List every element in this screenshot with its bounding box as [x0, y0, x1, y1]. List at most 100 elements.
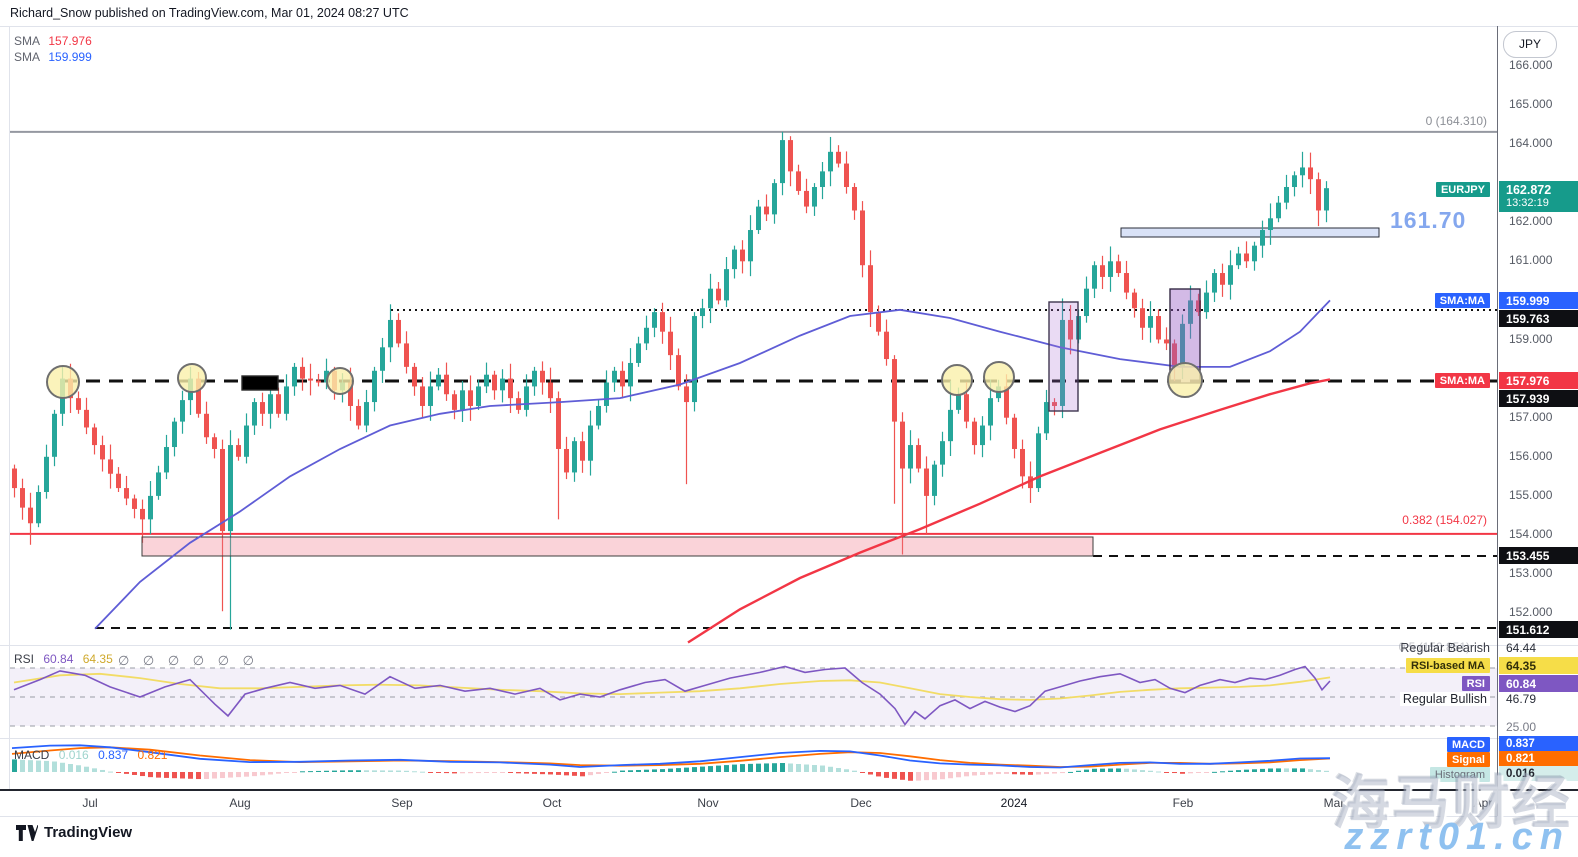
price-tick-154.000: 154.000 [1509, 527, 1553, 541]
price-tick-155.000: 155.000 [1509, 488, 1553, 502]
macd-line [11, 744, 1331, 769]
rsi-line [13, 665, 1331, 726]
price-tick-165.000: 165.000 [1509, 97, 1553, 111]
price-tick-164.000: 164.000 [1509, 136, 1553, 150]
bar-countdown: 13:32:19 [1506, 197, 1549, 210]
price-tick-161.000: 161.000 [1509, 253, 1553, 267]
tradingview-logo-text: TradingView [44, 824, 133, 841]
rsi-pane-divider [0, 645, 1578, 646]
yellow-box[interactable] [241, 375, 279, 391]
rsi-ma-tag: RSI-based MA [1406, 658, 1490, 673]
macd-pane-divider [0, 738, 1578, 739]
histogram-value-label: 0.016 [1499, 766, 1578, 781]
time-tick-Feb: Feb [1172, 796, 1194, 810]
rsi-tag: RSI [1461, 676, 1490, 691]
highlight-circle-5[interactable] [983, 361, 1015, 393]
rsi-ma-value-label: 64.35 [1499, 657, 1578, 674]
macd-signal-line [11, 746, 1331, 768]
sma-fast-legend-value: 159.999 [48, 50, 92, 64]
rsi-ma-legend-value: 64.35 [82, 652, 113, 666]
regular-bearish-value: 64.44 [1506, 641, 1537, 655]
lower-line-price-label: 151.612 [1499, 621, 1578, 638]
rsi-low-band-value: 25.00 [1506, 720, 1537, 734]
symbol-tag[interactable]: EURJPY [1435, 182, 1490, 197]
header-divider [0, 26, 1578, 27]
sma-slow-legend-label: SMA [14, 34, 41, 48]
sma-fast-tag: SMA:MA [1434, 293, 1490, 308]
dotted-line-price-label: 159.763 [1499, 310, 1578, 327]
time-tick-Nov: Nov [697, 796, 719, 810]
time-tick-Dec: Dec [850, 796, 872, 810]
sma-fast-legend: SMA 159.999 [14, 50, 92, 64]
attribution-text: Richard_Snow published on TradingView.co… [10, 6, 409, 20]
time-tick-Oct: Oct [542, 796, 562, 810]
price-tick-166.000: 166.000 [1509, 58, 1553, 72]
left-pane-border [9, 26, 10, 789]
candlestick-series[interactable] [12, 131, 1329, 630]
zone-price-label: 153.455 [1499, 547, 1578, 564]
macd-histogram [12, 759, 1329, 781]
time-tick-Sep: Sep [391, 796, 413, 810]
highlight-circle-6[interactable] [1167, 362, 1203, 398]
signal-value-label: 0.821 [1499, 751, 1578, 766]
macd-legend-label: MACD [14, 748, 50, 762]
sma-slow-price-label: 157.976 [1499, 372, 1578, 389]
support-zone[interactable] [141, 536, 1094, 557]
rsi-legend-label: RSI [14, 652, 35, 666]
regular-bearish-label: Regular Bearish [1400, 641, 1490, 655]
sma-slow-line [687, 378, 1331, 644]
resistance-band[interactable] [1120, 227, 1380, 238]
price-tick-162.000: 162.000 [1509, 214, 1553, 228]
price-tick-157.000: 157.000 [1509, 410, 1553, 424]
sma-slow-tag: SMA:MA [1434, 373, 1490, 388]
tradingview-logo[interactable]: TradingView [16, 824, 132, 841]
time-tick-Apr: Apr [1473, 796, 1493, 810]
sma-slow-legend: SMA 157.976 [14, 34, 92, 48]
highlight-circle-3[interactable] [326, 367, 354, 395]
fib-level-50-label: 0.5 (150.851) [1398, 640, 1470, 654]
price-tick-152.000: 152.000 [1509, 605, 1553, 619]
macd-value-label: 0.837 [1499, 736, 1578, 751]
highlight-box-1[interactable] [1048, 301, 1079, 412]
sma-fast-legend-label: SMA [14, 50, 41, 64]
signal-tag: Signal [1446, 752, 1490, 767]
fib-level-0-label: 0 (164.310) [1425, 114, 1487, 128]
macd-hist-legend-value: 0.016 [58, 748, 89, 762]
fib-level-382-label: 0.382 (154.027) [1402, 513, 1487, 527]
time-tick-2024: 2024 [1000, 796, 1028, 810]
price-scale-divider [1497, 26, 1498, 816]
sma-fast-line [94, 299, 1331, 630]
time-tick-Mar: Mar [1323, 796, 1345, 810]
highlight-circle-4[interactable] [941, 364, 973, 396]
regular-bullish-value: 46.79 [1506, 692, 1537, 706]
sma-slow-legend-value: 157.976 [48, 34, 92, 48]
histogram-tag: Histogram [1429, 767, 1490, 782]
macd-tag: MACD [1447, 737, 1490, 752]
price-tick-153.000: 153.000 [1509, 566, 1553, 580]
time-axis-border [0, 789, 1578, 791]
sma-fast-price-label: 159.999 [1499, 292, 1578, 309]
macd-signal-legend-value: 0.821 [137, 748, 168, 762]
price-level-annotation: 161.70 [1390, 207, 1467, 233]
last-price-value: 162.872 [1506, 183, 1552, 197]
time-tick-Jul: Jul [82, 796, 98, 810]
rsi-value-label: 60.84 [1499, 675, 1578, 692]
macd-line-legend-value: 0.837 [98, 748, 129, 762]
price-tick-156.000: 156.000 [1509, 449, 1553, 463]
highlight-circle-2[interactable] [177, 363, 207, 393]
hidden-marks: ∅ ∅ ∅ ∅ ∅ ∅ [118, 653, 260, 668]
regular-bullish-label: Regular Bullish [1399, 692, 1490, 706]
tradingview-logo-icon [16, 824, 38, 841]
dashed-line-price-label: 157.939 [1499, 390, 1578, 407]
highlight-circle-1[interactable] [46, 365, 80, 399]
rsi-legend: RSI 60.84 64.35 [14, 652, 113, 666]
macd-legend: MACD 0.016 0.837 0.821 [14, 748, 167, 762]
last-price-label: 162.872 13:32:19 [1499, 181, 1578, 213]
currency-toggle-button[interactable]: JPY [1503, 31, 1557, 58]
price-tick-159.000: 159.000 [1509, 332, 1553, 346]
rsi-legend-value: 60.84 [43, 652, 74, 666]
time-axis-bottom-border [0, 816, 1578, 817]
time-tick-Aug: Aug [229, 796, 251, 810]
